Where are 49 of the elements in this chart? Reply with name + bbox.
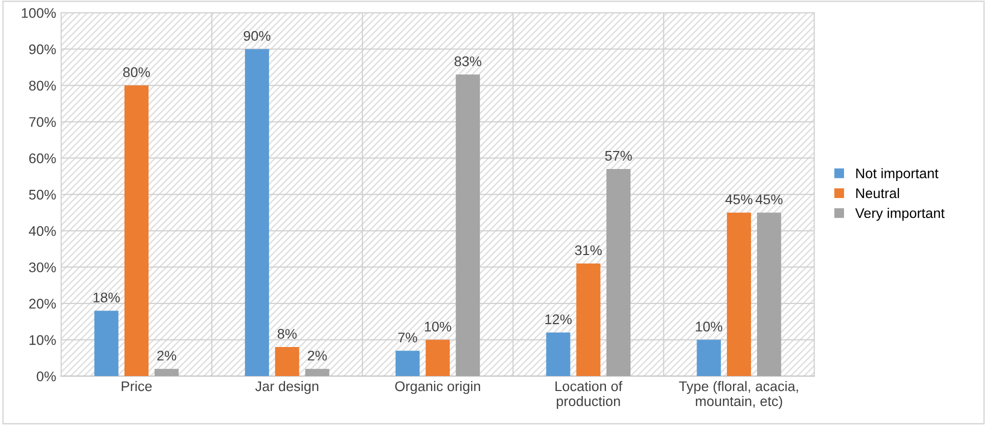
data-label: 2%: [308, 350, 327, 361]
y-tick-label: 10%: [30, 335, 56, 345]
y-tick-label: 40%: [28, 226, 56, 236]
y-tick-label: 90%: [29, 44, 56, 54]
bar: [576, 263, 600, 376]
bar: [275, 347, 300, 376]
y-tick-label: 100%: [22, 8, 56, 18]
data-label: 45%: [725, 194, 752, 204]
data-label: 31%: [574, 245, 602, 256]
data-label: 12%: [545, 314, 572, 324]
y-tick-label: 50%: [29, 190, 56, 200]
y-tick-label: 30%: [29, 262, 56, 272]
data-label: 10%: [424, 322, 452, 332]
bar: [726, 212, 752, 376]
legend-label: Very important: [855, 208, 945, 221]
bar: [426, 340, 450, 376]
bar: [244, 49, 270, 376]
x-tick-label: Price: [122, 380, 152, 392]
x-tick-label: Type (floral, acacia, mountain, etc): [679, 380, 798, 409]
bar: [396, 350, 420, 376]
x-tick-label: Location of production: [556, 380, 622, 409]
data-label: 80%: [123, 67, 150, 78]
data-label: 57%: [605, 150, 632, 161]
legend-label: Neutral: [856, 188, 899, 198]
x-tick-label: Organic origin: [395, 380, 480, 394]
y-tick-label: 20%: [29, 298, 56, 309]
data-label: 18%: [94, 292, 120, 302]
y-tick-label: 0%: [36, 371, 56, 382]
data-label: 90%: [244, 30, 270, 41]
data-label: 83%: [454, 56, 482, 66]
x-tick-label: Jar design: [255, 380, 318, 394]
bar: [305, 368, 330, 376]
bar: [696, 340, 721, 376]
data-label: 2%: [157, 350, 176, 361]
bar: [124, 85, 149, 376]
data-label: 7%: [398, 332, 418, 342]
data-label: 10%: [696, 322, 722, 332]
y-tick-label: 70%: [29, 117, 56, 127]
bar: [757, 212, 782, 376]
y-tick-label: 60%: [29, 153, 56, 164]
bar: [154, 368, 179, 376]
legend-label: Not important: [856, 168, 938, 182]
data-label: 45%: [756, 194, 782, 204]
bar: [606, 169, 631, 376]
bar: [94, 310, 118, 376]
data-label: 8%: [278, 328, 297, 339]
y-tick-label: 80%: [29, 80, 56, 91]
bar: [456, 74, 480, 376]
bar: [546, 332, 570, 376]
